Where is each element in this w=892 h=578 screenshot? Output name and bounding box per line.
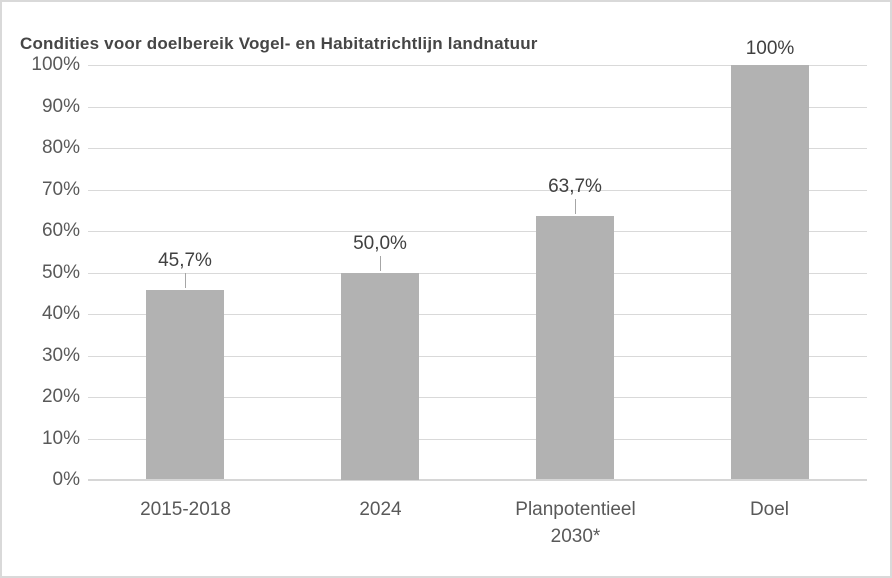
data-label: 45,7%	[158, 250, 212, 271]
x-axis-category-label: 2024	[359, 499, 402, 520]
y-axis-tick-label: 80%	[41, 137, 80, 158]
x-axis-category-label: Doel	[749, 499, 790, 520]
y-axis-tick-label: 90%	[41, 96, 80, 117]
bar	[731, 65, 809, 479]
y-axis-tick-label: 0%	[52, 469, 80, 490]
bar	[536, 216, 614, 479]
gridline	[88, 314, 867, 315]
gridline	[88, 231, 867, 232]
x-axis-category-label: Planpotentieel 2030*	[515, 499, 636, 547]
bar	[146, 290, 224, 479]
gridline	[88, 439, 867, 440]
gridline	[88, 190, 867, 191]
y-axis-tick-label: 10%	[41, 428, 80, 449]
data-label: 50,0%	[353, 233, 407, 254]
gridline	[88, 65, 867, 66]
gridline	[88, 273, 867, 274]
x-axis-category-label: 2015-2018	[140, 499, 231, 520]
gridline	[88, 148, 867, 149]
y-axis-tick-label: 20%	[41, 386, 80, 407]
y-axis-tick-label: 50%	[41, 262, 80, 283]
gridline	[88, 397, 867, 398]
y-axis-tick-label: 40%	[41, 303, 80, 324]
y-axis-tick-label: 100%	[31, 54, 80, 75]
y-axis-tick-label: 30%	[41, 345, 80, 366]
data-label-leader-line	[575, 199, 576, 214]
gridline	[88, 356, 867, 357]
x-axis-line	[88, 479, 867, 481]
bar	[341, 273, 419, 480]
y-axis-tick-label: 60%	[41, 220, 80, 241]
data-label-leader-line	[380, 256, 381, 271]
data-label-leader-line	[185, 273, 186, 288]
y-axis-tick-label: 70%	[41, 179, 80, 200]
data-label: 63,7%	[548, 176, 602, 197]
chart-title: Condities voor doelbereik Vogel- en Habi…	[20, 34, 538, 53]
data-label: 100%	[745, 38, 795, 59]
gridline	[88, 107, 867, 108]
